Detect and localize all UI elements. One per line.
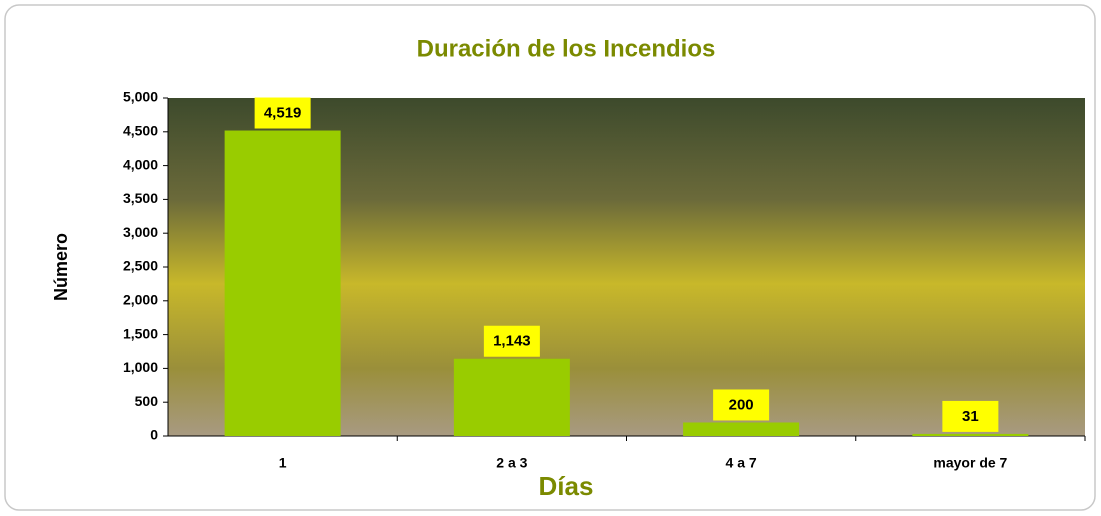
y-tick-label: 5,000 xyxy=(123,89,158,105)
y-tick-label: 2,000 xyxy=(123,292,158,308)
value-label-box xyxy=(254,97,311,129)
value-label-box xyxy=(942,400,999,432)
x-tick-label: 1 xyxy=(279,455,287,471)
value-label: 31 xyxy=(962,408,979,425)
y-tick-label: 4,500 xyxy=(123,123,158,139)
y-tick-label: 500 xyxy=(135,393,159,409)
x-tick-label: 2 a 3 xyxy=(496,455,527,471)
y-tick-label: 3,500 xyxy=(123,190,158,206)
y-tick-label: 4,000 xyxy=(123,156,158,172)
value-label-box xyxy=(483,325,540,357)
bar xyxy=(912,433,1029,436)
y-tick-label: 1,000 xyxy=(123,359,158,375)
chart-title: Duración de los Incendios xyxy=(417,35,716,62)
bar xyxy=(224,130,341,436)
x-tick-label: mayor de 7 xyxy=(933,455,1007,471)
value-label: 1,143 xyxy=(493,333,531,350)
x-tick-label: 4 a 7 xyxy=(726,455,757,471)
y-axis-label: Número xyxy=(51,233,71,301)
value-label: 200 xyxy=(729,396,754,413)
y-tick-label: 1,500 xyxy=(123,325,158,341)
x-axis-label: Días xyxy=(539,471,594,501)
y-tick-label: 3,000 xyxy=(123,224,158,240)
bar xyxy=(683,422,800,436)
bar xyxy=(453,358,570,436)
y-tick-label: 2,500 xyxy=(123,258,158,274)
y-tick-label: 0 xyxy=(150,427,158,443)
value-label-box xyxy=(713,389,770,421)
value-label: 4,519 xyxy=(264,104,302,121)
